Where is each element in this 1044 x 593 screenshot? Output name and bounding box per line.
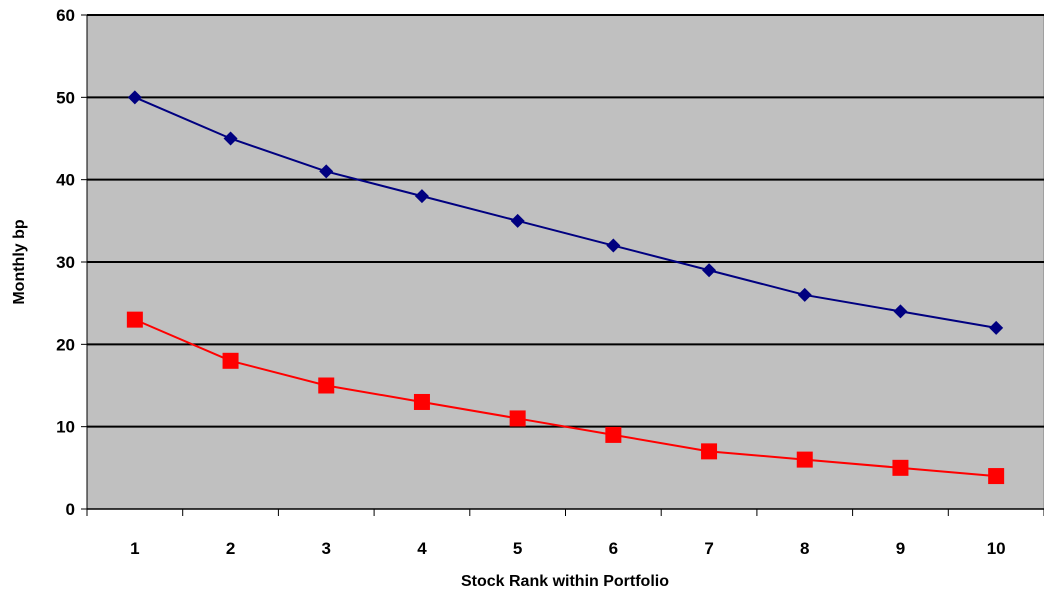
data-point-square bbox=[988, 468, 1005, 485]
x-axis-title: Stock Rank within Portfolio bbox=[461, 573, 669, 590]
data-point-square bbox=[605, 426, 622, 443]
x-tick-label: 5 bbox=[513, 539, 522, 558]
data-point-diamond bbox=[606, 238, 621, 253]
data-point-diamond bbox=[127, 90, 142, 105]
data-point-square bbox=[892, 459, 909, 476]
x-tick-label: 2 bbox=[226, 539, 235, 558]
data-point-diamond bbox=[319, 164, 334, 179]
data-point-square bbox=[222, 352, 239, 369]
y-tick-label: 0 bbox=[66, 500, 75, 519]
y-tick-label: 20 bbox=[56, 335, 75, 354]
series-1 bbox=[127, 90, 1004, 335]
data-point-diamond bbox=[702, 263, 717, 278]
x-tick-label: 8 bbox=[800, 539, 809, 558]
x-tick-label: 1 bbox=[130, 539, 139, 558]
data-point-diamond bbox=[510, 213, 525, 228]
x-tick-label: 7 bbox=[704, 539, 713, 558]
y-tick-label: 40 bbox=[56, 171, 75, 190]
axes bbox=[81, 14, 1044, 516]
data-point-square bbox=[509, 410, 526, 427]
y-tick-label: 60 bbox=[56, 6, 75, 25]
y-tick-label: 50 bbox=[56, 88, 75, 107]
data-point-square bbox=[318, 377, 335, 394]
tick-labels: 0 10 20 30 40 50 60 1 2 3 4 5 6 7 8 9 10 bbox=[56, 6, 1006, 558]
x-tick-label: 10 bbox=[987, 539, 1006, 558]
data-point-diamond bbox=[893, 304, 908, 319]
x-tick-label: 4 bbox=[417, 539, 427, 558]
series-group bbox=[126, 90, 1005, 485]
y-tick-label: 10 bbox=[56, 418, 75, 437]
series-line bbox=[134, 96, 997, 329]
y-axis-title: Monthly bp bbox=[11, 219, 28, 305]
x-tick-label: 6 bbox=[609, 539, 618, 558]
x-tick-label: 9 bbox=[896, 539, 905, 558]
y-tick-label: 30 bbox=[56, 253, 75, 272]
data-point-square bbox=[126, 311, 143, 328]
data-point-square bbox=[701, 443, 718, 460]
data-point-diamond bbox=[223, 131, 238, 146]
data-point-diamond bbox=[989, 320, 1004, 335]
data-point-square bbox=[796, 451, 813, 468]
x-tick-label: 3 bbox=[322, 539, 331, 558]
data-point-diamond bbox=[414, 189, 429, 204]
series-2 bbox=[126, 311, 1005, 485]
data-point-diamond bbox=[797, 287, 812, 302]
data-point-square bbox=[413, 393, 430, 410]
series-line bbox=[134, 318, 997, 478]
